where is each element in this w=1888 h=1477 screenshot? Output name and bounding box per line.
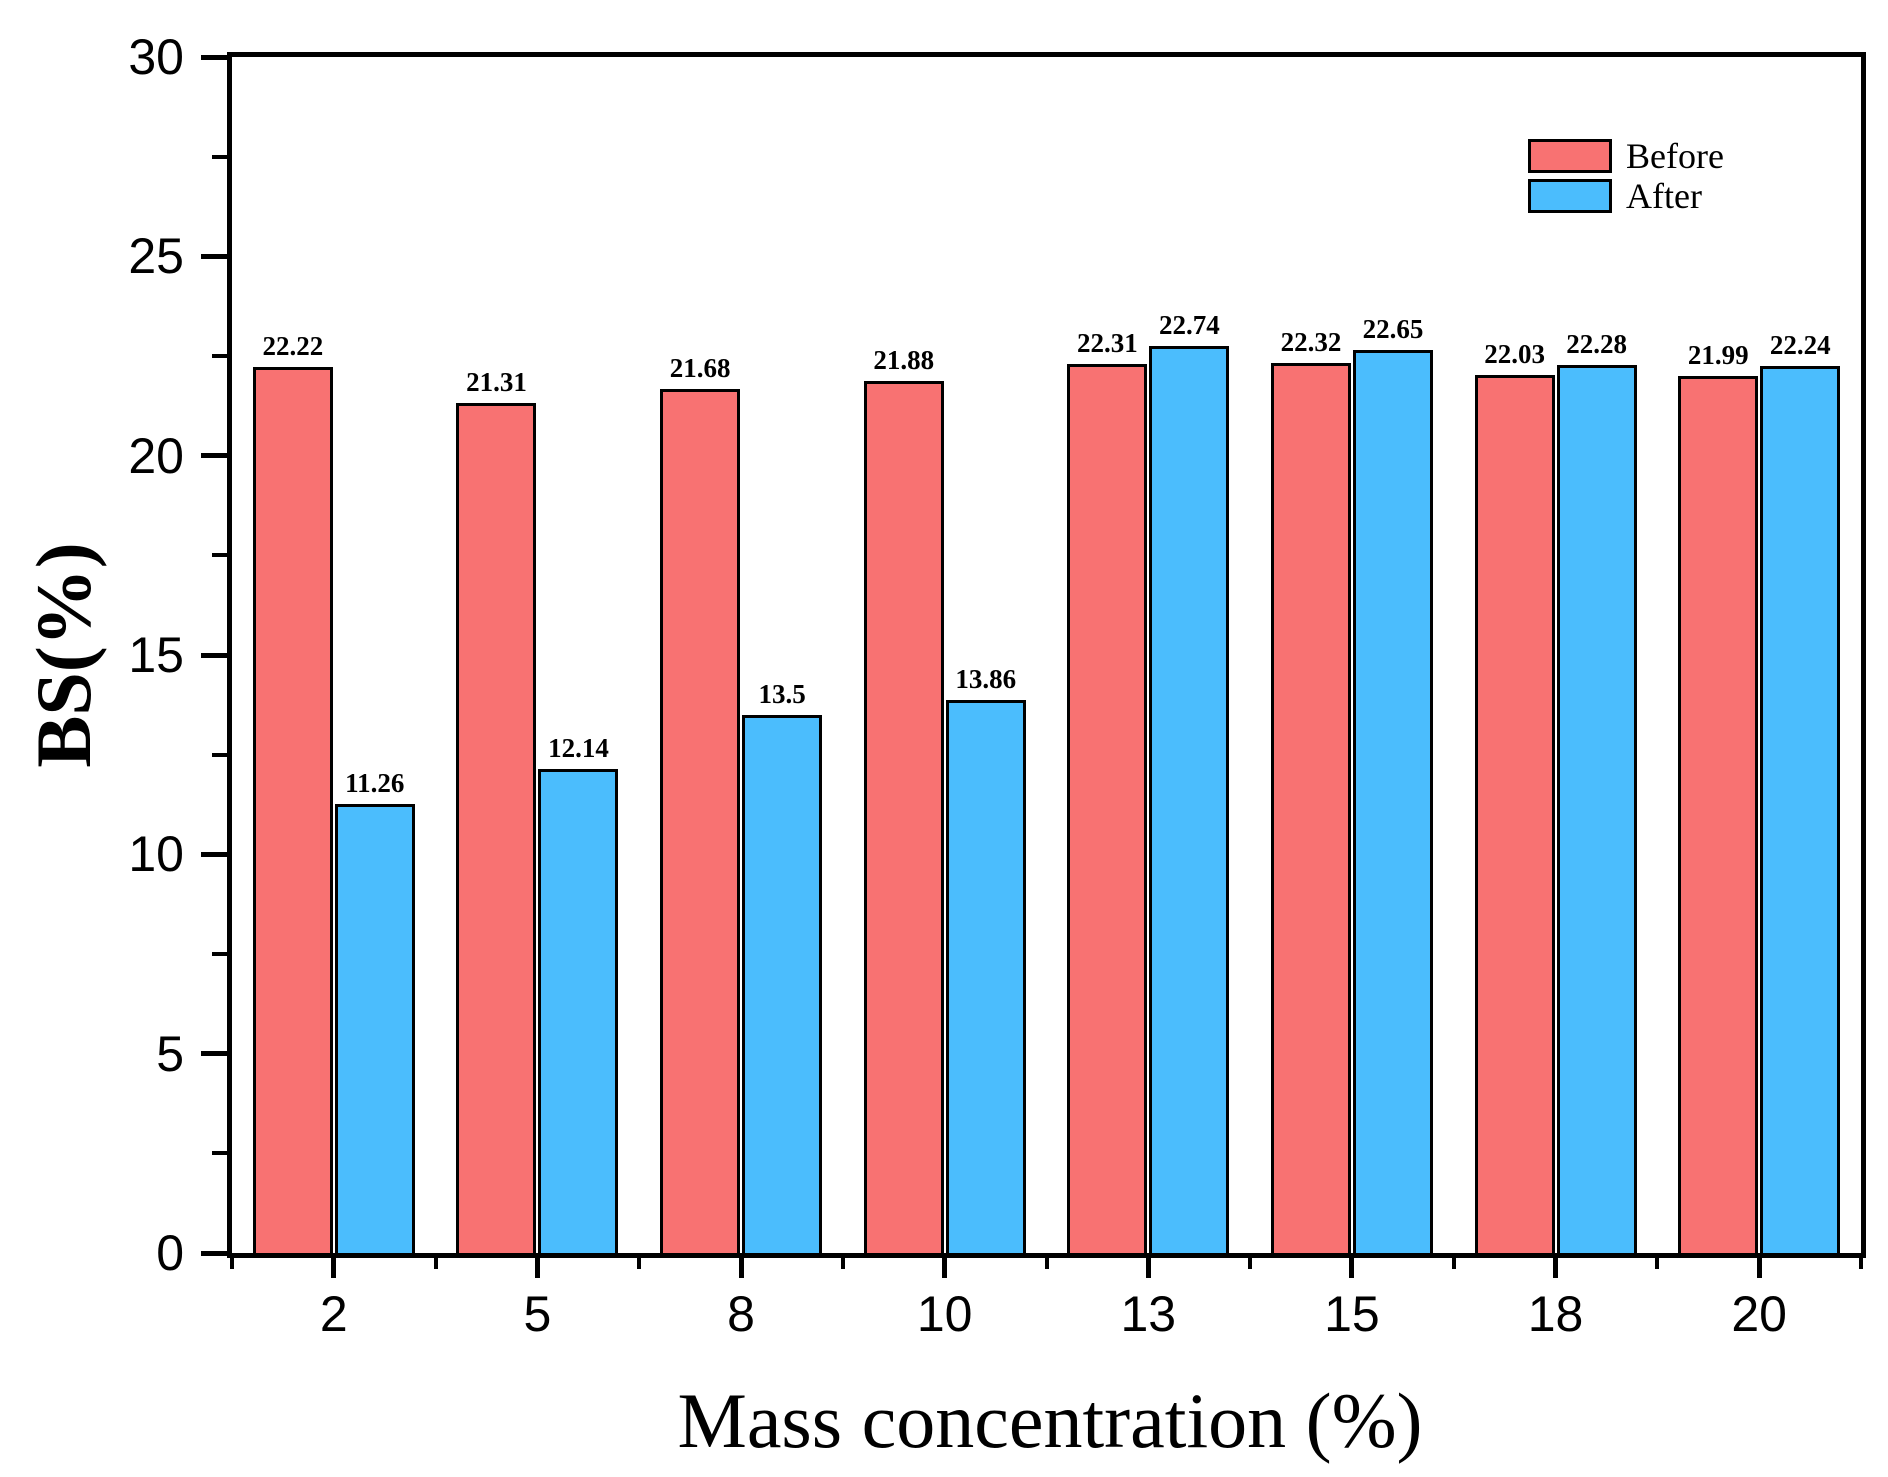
- y-major-tick: [201, 1051, 227, 1057]
- y-tick-label: 30: [128, 29, 184, 85]
- x-major-tick: [1756, 1258, 1762, 1278]
- bar-before-8: [660, 388, 741, 1253]
- value-label-after-8: 13.5: [758, 678, 806, 709]
- bar-after-18: [1556, 364, 1637, 1253]
- x-tick-label: 20: [1731, 1286, 1787, 1342]
- x-tick-label: 13: [1120, 1286, 1177, 1342]
- x-minor-tick: [637, 1258, 642, 1269]
- value-label-before-10: 21.88: [873, 344, 935, 375]
- value-label-before-5: 21.31: [466, 367, 527, 398]
- value-label-after-20: 22.24: [1769, 330, 1831, 361]
- y-minor-tick: [212, 553, 227, 558]
- legend-swatch-before: [1528, 139, 1612, 173]
- x-tick-label: 8: [727, 1286, 755, 1342]
- x-major-tick: [534, 1258, 540, 1278]
- x-minor-tick: [1655, 1258, 1660, 1269]
- bar-after-20: [1760, 366, 1841, 1253]
- x-minor-tick: [840, 1258, 845, 1269]
- bar-before-2: [252, 367, 333, 1253]
- bar-after-5: [538, 769, 619, 1253]
- x-minor-tick: [433, 1258, 438, 1269]
- value-label-before-13: 22.31: [1076, 327, 1138, 358]
- value-label-after-10: 13.86: [955, 664, 1017, 695]
- value-label-before-18: 22.03: [1484, 338, 1545, 369]
- value-label-after-15: 22.65: [1362, 314, 1424, 344]
- bar-before-10: [863, 380, 944, 1253]
- y-major-tick: [201, 54, 227, 60]
- value-label-before-20: 21.99: [1687, 340, 1749, 371]
- value-label-after-5: 12.14: [548, 733, 609, 763]
- bar-after-2: [334, 804, 415, 1253]
- bar-after-8: [742, 714, 823, 1253]
- value-label-after-13: 22.74: [1158, 310, 1220, 341]
- y-tick-label: 25: [128, 228, 184, 285]
- legend: Before After: [1528, 136, 1724, 219]
- y-major-tick: [201, 851, 227, 857]
- value-label-before-15: 22.32: [1280, 327, 1342, 358]
- plot-area: 22.22 11.26 21.31 12.14 21.68 13.5 21.88 13.86 2…: [227, 52, 1866, 1258]
- bar-after-13: [1149, 346, 1230, 1253]
- y-tick-label: 5: [156, 1025, 184, 1082]
- x-tick-label: 15: [1324, 1286, 1380, 1342]
- y-minor-tick: [212, 154, 227, 159]
- y-tick-label: 15: [128, 627, 184, 683]
- x-tick-label: 10: [916, 1286, 973, 1342]
- x-tick-label: 18: [1527, 1286, 1584, 1342]
- value-label-after-18: 22.28: [1566, 328, 1627, 359]
- bar-before-13: [1067, 363, 1148, 1253]
- x-tick-label: 2: [319, 1286, 348, 1342]
- y-major-tick: [201, 453, 227, 459]
- y-tick-label: 10: [128, 826, 184, 883]
- bar-before-5: [456, 403, 537, 1253]
- x-axis-title: Mass concentration (%): [677, 1377, 1423, 1464]
- value-label-before-8: 21.68: [669, 352, 731, 383]
- bar-after-10: [945, 700, 1026, 1253]
- legend-item-before: Before: [1528, 136, 1724, 176]
- y-minor-tick: [212, 752, 227, 757]
- y-minor-tick: [212, 354, 227, 358]
- y-major-tick: [201, 652, 227, 658]
- y-tick-label: 0: [156, 1225, 184, 1281]
- legend-swatch-after: [1528, 179, 1612, 213]
- x-major-tick: [942, 1258, 948, 1278]
- x-tick-label: 5: [523, 1286, 552, 1342]
- legend-label-after: After: [1626, 176, 1702, 216]
- y-minor-tick: [212, 952, 227, 956]
- x-minor-tick: [1859, 1258, 1863, 1269]
- x-major-tick: [331, 1258, 337, 1278]
- legend-item-after: After: [1528, 176, 1724, 216]
- x-minor-tick: [1451, 1258, 1456, 1269]
- x-minor-tick: [230, 1258, 234, 1269]
- y-major-tick: [201, 253, 227, 259]
- bar-before-18: [1474, 374, 1555, 1253]
- legend-label-before: Before: [1626, 136, 1724, 176]
- value-label-after-2: 11.26: [345, 768, 405, 799]
- y-minor-tick: [212, 1151, 227, 1156]
- bar-before-15: [1270, 363, 1351, 1253]
- x-minor-tick: [1248, 1258, 1253, 1269]
- y-tick-label: 20: [128, 427, 184, 484]
- x-major-tick: [1349, 1258, 1355, 1278]
- x-major-tick: [738, 1258, 744, 1278]
- x-major-tick: [1145, 1258, 1151, 1278]
- x-major-tick: [1553, 1258, 1559, 1278]
- y-major-tick: [201, 1250, 227, 1256]
- value-label-before-2: 22.22: [262, 331, 324, 362]
- bar-after-15: [1352, 350, 1433, 1253]
- x-minor-tick: [1044, 1258, 1049, 1269]
- bar-before-20: [1678, 376, 1759, 1253]
